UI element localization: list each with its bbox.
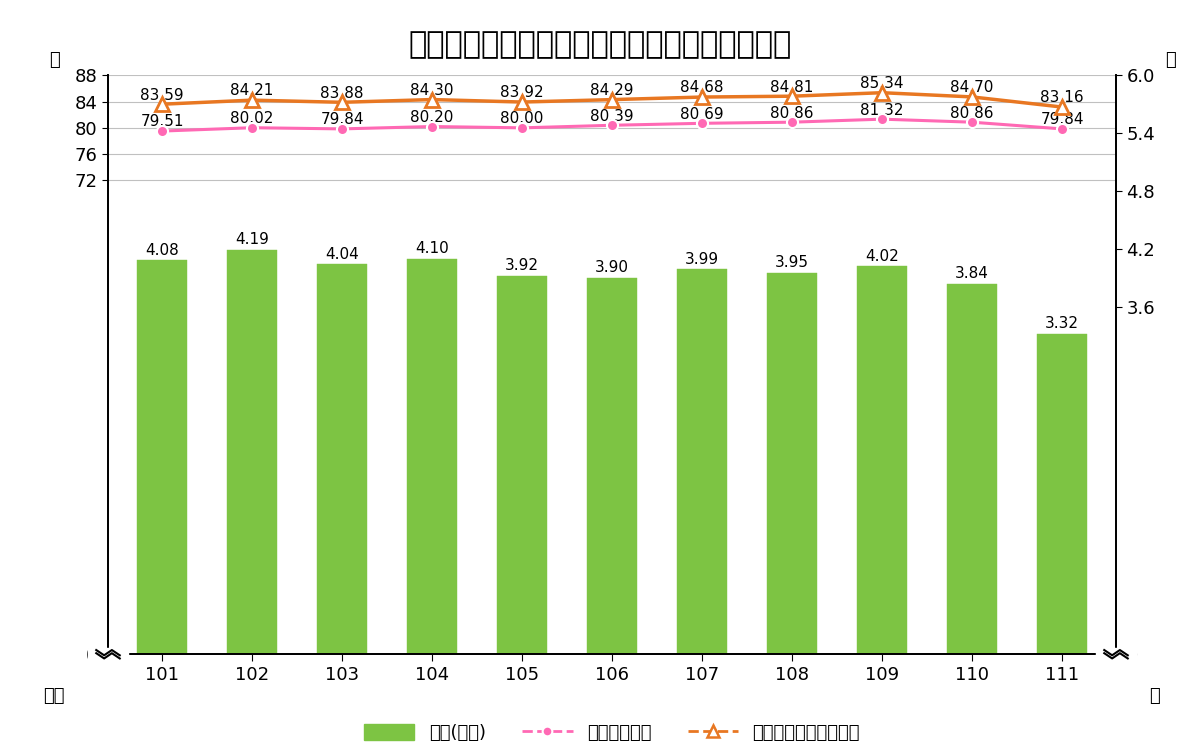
- Text: 年: 年: [1150, 687, 1159, 705]
- Bar: [317, 265, 367, 654]
- Text: 85.34: 85.34: [860, 76, 904, 91]
- Bar: [497, 276, 547, 654]
- Text: 80.02: 80.02: [230, 111, 274, 126]
- Bar: [767, 273, 817, 654]
- Text: 4.10: 4.10: [415, 241, 449, 256]
- Text: 4.02: 4.02: [865, 249, 899, 264]
- Text: 4.19: 4.19: [235, 232, 269, 247]
- Text: 84.30: 84.30: [410, 83, 454, 98]
- Text: 80.39: 80.39: [590, 108, 634, 123]
- Bar: [137, 260, 187, 654]
- Text: 81.32: 81.32: [860, 102, 904, 117]
- Text: 83.88: 83.88: [320, 86, 364, 101]
- Text: 83.59: 83.59: [140, 87, 184, 102]
- Text: 3.84: 3.84: [955, 266, 989, 281]
- Text: 84.81: 84.81: [770, 80, 814, 95]
- Text: 79.51: 79.51: [140, 114, 184, 129]
- Text: 83.16: 83.16: [1040, 90, 1084, 105]
- Text: 3.99: 3.99: [685, 252, 719, 266]
- Text: 84.29: 84.29: [590, 83, 634, 98]
- Text: 84.21: 84.21: [230, 83, 274, 99]
- Bar: [407, 259, 457, 654]
- Bar: [857, 266, 907, 654]
- Text: 歲: 歲: [49, 51, 59, 69]
- Text: 歲: 歲: [1165, 51, 1175, 69]
- Text: 80.86: 80.86: [950, 105, 994, 120]
- Text: 83.92: 83.92: [500, 86, 544, 101]
- Bar: [1037, 334, 1087, 654]
- Text: 80.69: 80.69: [680, 107, 724, 122]
- Bar: [587, 277, 637, 654]
- Bar: [677, 269, 727, 654]
- Text: 84.68: 84.68: [680, 80, 724, 96]
- Text: 84.70: 84.70: [950, 80, 994, 96]
- Text: 3.32: 3.32: [1045, 316, 1079, 331]
- Text: 80.00: 80.00: [500, 111, 544, 126]
- Bar: [227, 250, 277, 654]
- Text: 79.84: 79.84: [1040, 112, 1084, 127]
- Text: 4.04: 4.04: [325, 247, 359, 262]
- Text: 図３　歷年排除死因為惡性腫瘾之平均壽命概況: 図３ 歷年排除死因為惡性腫瘾之平均壽命概況: [408, 30, 792, 59]
- Text: 80.86: 80.86: [770, 105, 814, 120]
- Bar: [947, 284, 997, 654]
- Text: 3.92: 3.92: [505, 258, 539, 273]
- Text: 3.95: 3.95: [775, 256, 809, 271]
- Legend: 差距(右軸), 一般平均壽命, 惡性腫瘾除外平均壽命: 差距(右軸), 一般平均壽命, 惡性腫瘾除外平均壽命: [356, 717, 868, 750]
- Text: 3.90: 3.90: [595, 260, 629, 275]
- Text: 4.08: 4.08: [145, 243, 179, 258]
- Text: 民國: 民國: [43, 687, 65, 705]
- Text: 79.84: 79.84: [320, 112, 364, 127]
- Text: 80.20: 80.20: [410, 110, 454, 125]
